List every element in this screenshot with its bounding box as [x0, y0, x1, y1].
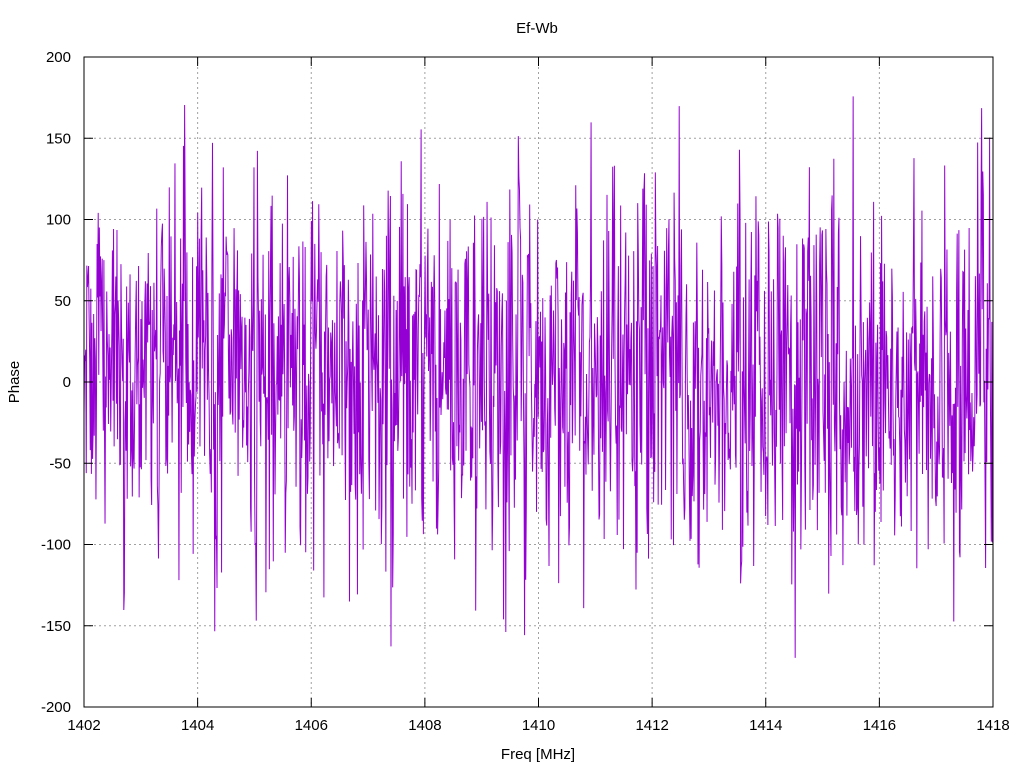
y-tick-label: -100 [41, 537, 71, 554]
x-tick-label: 1414 [749, 717, 782, 734]
x-axis-ticks: 1402 1404 1406 1408 1410 1412 1414 1416 1418 [67, 57, 1010, 734]
series-group [83, 96, 994, 658]
x-tick-label: 1410 [522, 717, 555, 734]
x-tick-label: 1404 [181, 717, 214, 734]
x-tick-label: 1412 [635, 717, 668, 734]
x-tick-label: 1416 [863, 717, 896, 734]
x-axis-title: Freq [MHz] [501, 746, 575, 763]
x-tick-label: 1418 [976, 717, 1009, 734]
y-tick-label: -200 [41, 699, 71, 716]
x-tick-label: 1402 [67, 717, 100, 734]
y-tick-label: -150 [41, 618, 71, 635]
y-tick-label: -50 [49, 455, 71, 472]
x-tick-label: 1406 [295, 717, 328, 734]
x-tick-label: 1408 [408, 717, 441, 734]
y-tick-label: 0 [63, 374, 71, 391]
y-tick-label: 150 [46, 130, 71, 147]
y-tick-label: 50 [54, 293, 71, 310]
y-tick-label: 200 [46, 49, 71, 66]
y-axis-title: Phase [6, 361, 23, 404]
chart-title: Ef-Wb [516, 20, 558, 37]
y-axis-ticks: -200 -150 -100 -50 0 50 100 150 200 [41, 49, 993, 716]
y-tick-label: 100 [46, 212, 71, 229]
series-line-phase [83, 96, 994, 658]
